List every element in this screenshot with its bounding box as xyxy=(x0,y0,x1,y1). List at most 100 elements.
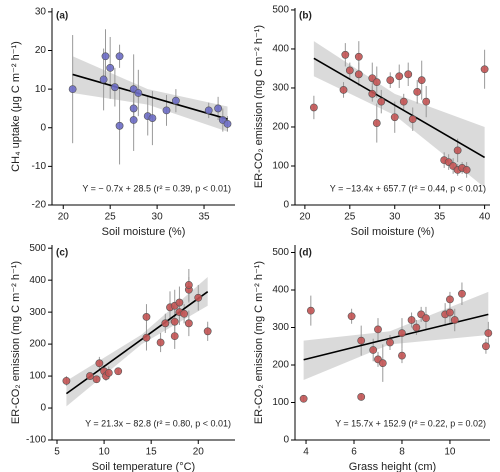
x-tick-label: 40 xyxy=(479,212,491,223)
point xyxy=(407,316,416,324)
point xyxy=(378,359,387,368)
y-tick-label: 300 xyxy=(29,307,46,318)
point xyxy=(203,327,212,336)
x-tick-label: 6 xyxy=(351,447,357,458)
point xyxy=(92,375,101,384)
point xyxy=(357,392,366,401)
point xyxy=(354,52,363,61)
point xyxy=(115,52,124,61)
y-axis-title: CH₄ uptake (μg C m⁻² h⁻¹) xyxy=(10,41,22,172)
point xyxy=(395,72,404,81)
point xyxy=(148,114,157,122)
y-tick-label: 200 xyxy=(272,122,289,133)
x-axis-title: Soil moisture (%) xyxy=(102,226,186,238)
point xyxy=(134,89,143,97)
point xyxy=(170,332,179,341)
point xyxy=(180,309,189,318)
y-tick-label: -100 xyxy=(26,435,46,446)
point xyxy=(386,338,394,347)
point xyxy=(184,319,193,328)
x-tick-label: 20 xyxy=(58,212,70,223)
y-axis-title: ER-CO₂ emission (mg C m⁻² h⁻¹) xyxy=(10,261,22,424)
point xyxy=(482,342,490,351)
panel-label: (d) xyxy=(299,248,312,259)
y-tick-label: -10 xyxy=(32,161,47,172)
point xyxy=(309,103,318,112)
y-tick-label: 400 xyxy=(29,275,46,286)
annotation: Y = 15.7x + 152.9 (r² = 0.22, p = 0.02) xyxy=(335,418,486,428)
annotation: Y = 21.3x − 82.8 (r² = 0.80, p < 0.01) xyxy=(85,418,231,428)
y-tick-label: 500 xyxy=(272,5,289,16)
fit-line xyxy=(313,57,486,159)
point xyxy=(101,52,110,61)
y-tick-label: 100 xyxy=(272,397,289,408)
confidence-band xyxy=(313,41,485,188)
x-tick-label: 5 xyxy=(54,447,60,458)
point xyxy=(450,316,459,324)
y-tick-label: 100 xyxy=(29,371,46,382)
point xyxy=(95,359,104,368)
point xyxy=(374,325,382,334)
point xyxy=(129,116,138,124)
point xyxy=(129,104,138,113)
point xyxy=(299,394,308,403)
y-axis-title: ER-CO₂ emission (mg C m⁻² h⁻¹) xyxy=(253,25,265,188)
fit-line xyxy=(72,73,228,120)
point xyxy=(306,306,315,315)
y-tick-label: 200 xyxy=(29,339,46,350)
point xyxy=(184,281,193,289)
x-tick-label: 30 xyxy=(152,212,164,223)
point xyxy=(341,50,350,59)
point xyxy=(204,106,213,115)
confidence-band xyxy=(66,276,208,407)
y-tick-label: 20 xyxy=(35,45,47,56)
point xyxy=(377,97,386,106)
point xyxy=(223,119,232,128)
y-tick-label: 0 xyxy=(283,435,289,446)
point xyxy=(345,66,354,75)
point xyxy=(156,338,165,347)
x-tick-label: 25 xyxy=(344,212,356,223)
x-tick-label: 20 xyxy=(299,212,311,223)
point xyxy=(175,298,184,307)
point xyxy=(369,346,378,354)
point xyxy=(399,97,408,106)
point xyxy=(398,351,406,360)
point xyxy=(106,63,115,72)
point xyxy=(354,70,363,79)
x-tick-label: 8 xyxy=(399,447,405,458)
point xyxy=(347,312,356,321)
y-tick-label: 0 xyxy=(40,403,46,414)
y-tick-label: 30 xyxy=(35,7,47,18)
panel-label: (b) xyxy=(299,11,312,22)
panel-label: (c) xyxy=(56,248,68,259)
point xyxy=(484,329,493,338)
point xyxy=(422,314,430,323)
point xyxy=(417,76,426,85)
point xyxy=(404,70,413,79)
y-tick-label: 100 xyxy=(272,161,289,172)
x-tick-label: 15 xyxy=(146,447,158,458)
x-tick-label: 4 xyxy=(303,447,309,458)
x-tick-label: 25 xyxy=(105,212,117,223)
y-tick-label: 400 xyxy=(272,44,289,55)
point xyxy=(390,113,399,122)
point xyxy=(170,317,179,326)
point xyxy=(142,313,151,321)
point xyxy=(142,333,151,342)
point xyxy=(104,368,113,377)
x-tick-label: 10 xyxy=(444,447,456,458)
x-tick-label: 35 xyxy=(434,212,446,223)
y-tick-label: 200 xyxy=(272,360,289,371)
point xyxy=(86,372,94,380)
y-axis-title: ER-CO₂ emission (mg C m⁻² h⁻¹) xyxy=(253,261,265,424)
point xyxy=(357,336,366,345)
annotation: Y = −13.4x + 657.7 (r² = 0.44, p < 0.01) xyxy=(330,183,486,193)
point xyxy=(214,104,223,113)
y-tick-label: 500 xyxy=(272,247,289,258)
point xyxy=(462,165,471,174)
y-tick-label: 300 xyxy=(272,83,289,94)
confidence-band xyxy=(72,56,228,132)
point xyxy=(480,65,489,74)
point xyxy=(446,295,454,304)
